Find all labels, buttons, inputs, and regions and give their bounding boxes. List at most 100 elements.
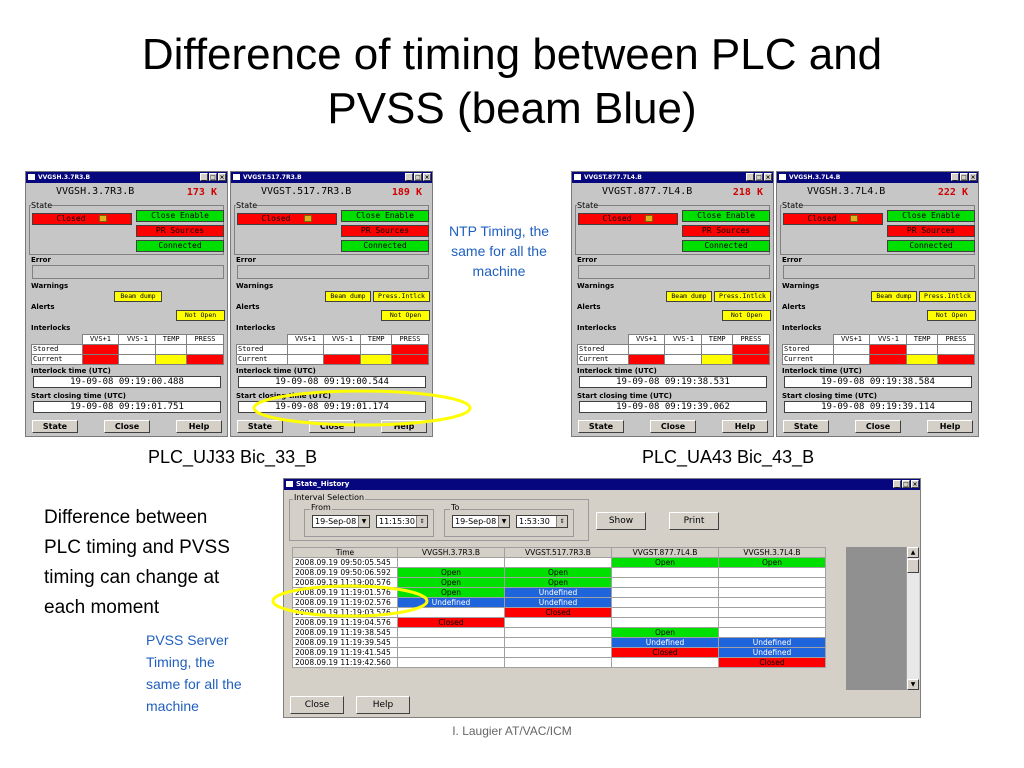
interlocks-stored-row: Stored <box>782 344 976 355</box>
show-button[interactable]: Show <box>596 512 646 530</box>
interlocks-current-row: Current <box>236 354 430 365</box>
alert-badge: Not Open <box>927 310 976 321</box>
close-enable-indicator: Close Enable <box>136 210 224 222</box>
history-column-header[interactable]: Time <box>292 547 398 558</box>
panel-title: VVGST.517.7R3.B <box>243 174 302 181</box>
history-column-header[interactable]: VVGSH.3.7R3.B <box>397 547 505 558</box>
history-close-button[interactable]: Close <box>290 696 344 714</box>
close-window-button[interactable]: × <box>969 173 977 181</box>
title-line-1: Difference of timing between PLC and <box>141 30 883 79</box>
interlock-column-header: VVS+1 <box>832 334 871 345</box>
table-row[interactable]: 2008.09.19 11:19:38.545 Open <box>292 627 826 638</box>
interlocks-label: Interlocks <box>782 324 822 332</box>
minimize-button[interactable]: _ <box>893 480 901 488</box>
table-row[interactable]: 2008.09.19 11:19:01.576 Open Undefined <box>292 587 826 598</box>
help-button[interactable]: Help <box>381 420 427 433</box>
chevron-down-icon[interactable]: ▼ <box>498 516 509 527</box>
warnings-label: Warnings <box>236 282 274 290</box>
interlocks-table: VVS+1 VVS-1 TEMP PRESS Stored Current <box>236 334 430 365</box>
state-cell <box>611 587 719 598</box>
maximize-button[interactable]: □ <box>209 173 217 181</box>
interlock-cell <box>832 354 871 365</box>
history-help-button[interactable]: Help <box>356 696 410 714</box>
minimize-button[interactable]: _ <box>746 173 754 181</box>
interval-selection-group <box>289 499 589 541</box>
interlocks-header-row: VVS+1 VVS-1 TEMP PRESS <box>32 334 225 345</box>
from-group <box>304 509 434 537</box>
state-button[interactable]: State <box>783 420 829 433</box>
state-cell: Open <box>397 567 505 578</box>
close-button[interactable]: Close <box>104 420 150 433</box>
to-date-select[interactable]: 19-Sep-08 ▼ <box>452 515 510 528</box>
spinner-icon[interactable]: ⇕ <box>556 516 567 527</box>
current-label: Current <box>31 354 83 365</box>
row-timestamp: 2008.09.19 11:19:42.560 <box>292 657 398 668</box>
scroll-up-icon[interactable]: ▲ <box>907 547 919 558</box>
state-cell <box>611 617 719 628</box>
close-button[interactable]: Close <box>309 420 355 433</box>
close-window-button[interactable]: × <box>423 173 431 181</box>
scroll-down-icon[interactable]: ▼ <box>907 679 919 690</box>
to-time-spinner[interactable]: 1:53:30 ⇕ <box>516 515 568 528</box>
spinner-icon[interactable]: ⇕ <box>416 516 427 527</box>
chevron-down-icon[interactable]: ▼ <box>358 516 369 527</box>
minimize-button[interactable]: _ <box>405 173 413 181</box>
close-window-button[interactable]: × <box>218 173 226 181</box>
interlock-time-value: 19-09-08 09:19:38.531 <box>579 376 767 388</box>
close-window-button[interactable]: × <box>911 480 919 488</box>
start-closing-value: 19-09-08 09:19:01.751 <box>33 401 221 413</box>
from-date-value: 19-Sep-08 <box>315 517 357 526</box>
interlock-cell <box>81 354 120 365</box>
state-cell <box>504 617 612 628</box>
table-row[interactable]: 2008.09.19 09:50:06.592 Open Open <box>292 567 826 578</box>
panel-header: VVGSH.3.7L4.B 222 K <box>777 183 978 200</box>
stored-label: Stored <box>782 344 834 355</box>
state-cell <box>718 587 826 598</box>
from-time-spinner[interactable]: 11:15:30 ⇕ <box>376 515 428 528</box>
maximize-button[interactable]: □ <box>902 480 910 488</box>
table-row[interactable]: 2008.09.19 11:19:00.576 Open Open <box>292 577 826 588</box>
maximize-button[interactable]: □ <box>960 173 968 181</box>
pr-sources-indicator: PR Sources <box>887 225 975 237</box>
table-row[interactable]: 2008.09.19 11:19:02.576 Undefined Undefine… <box>292 597 826 608</box>
state-cell <box>504 647 612 658</box>
connected-indicator: Connected <box>136 240 224 252</box>
close-button[interactable]: Close <box>650 420 696 433</box>
help-button[interactable]: Help <box>176 420 222 433</box>
warning-badge: Beam dump <box>666 291 712 302</box>
history-column-header[interactable]: VVGST.877.7L4.B <box>611 547 719 558</box>
maximize-button[interactable]: □ <box>755 173 763 181</box>
table-row[interactable]: 2008.09.19 11:19:41.545 Closed Undefined <box>292 647 826 658</box>
state-button[interactable]: State <box>32 420 78 433</box>
help-button[interactable]: Help <box>927 420 973 433</box>
interlock-cell <box>701 354 733 365</box>
close-button[interactable]: Close <box>855 420 901 433</box>
interlock-column-header: VVS+1 <box>286 334 325 345</box>
help-button[interactable]: Help <box>722 420 768 433</box>
table-row[interactable]: 2008.09.19 11:19:03.576 Closed <box>292 607 826 618</box>
minimize-button[interactable]: _ <box>951 173 959 181</box>
close-window-button[interactable]: × <box>764 173 772 181</box>
vertical-scrollbar[interactable]: ▲ ▼ <box>906 547 919 690</box>
start-closing-label: Start closing time (UTC) <box>236 392 331 400</box>
history-column-header[interactable]: VVGSH.3.7L4.B <box>718 547 826 558</box>
table-row[interactable]: 2008.09.19 09:50:05.545 Open Open <box>292 557 826 568</box>
minimize-button[interactable]: _ <box>200 173 208 181</box>
interlock-time-label: Interlock time (UTC) <box>31 367 111 375</box>
interlock-time-label: Interlock time (UTC) <box>577 367 657 375</box>
state-cell: Open <box>397 587 505 598</box>
alerts-label: Alerts <box>31 303 55 311</box>
table-row[interactable]: 2008.09.19 11:19:04.576 Closed <box>292 617 826 628</box>
state-button[interactable]: State <box>237 420 283 433</box>
from-date-select[interactable]: 19-Sep-08 ▼ <box>312 515 370 528</box>
table-row[interactable]: 2008.09.19 11:19:42.560 Closed <box>292 657 826 668</box>
state-button[interactable]: State <box>578 420 624 433</box>
history-column-header[interactable]: VVGST.517.7R3.B <box>504 547 612 558</box>
state-label: State <box>31 201 53 210</box>
table-row[interactable]: 2008.09.19 11:19:39.545 Undefined Undefine… <box>292 637 826 648</box>
scroll-thumb[interactable] <box>907 559 919 573</box>
print-button[interactable]: Print <box>669 512 719 530</box>
row-timestamp: 2008.09.19 11:19:01.576 <box>292 587 398 598</box>
maximize-button[interactable]: □ <box>414 173 422 181</box>
state-cell <box>718 607 826 618</box>
